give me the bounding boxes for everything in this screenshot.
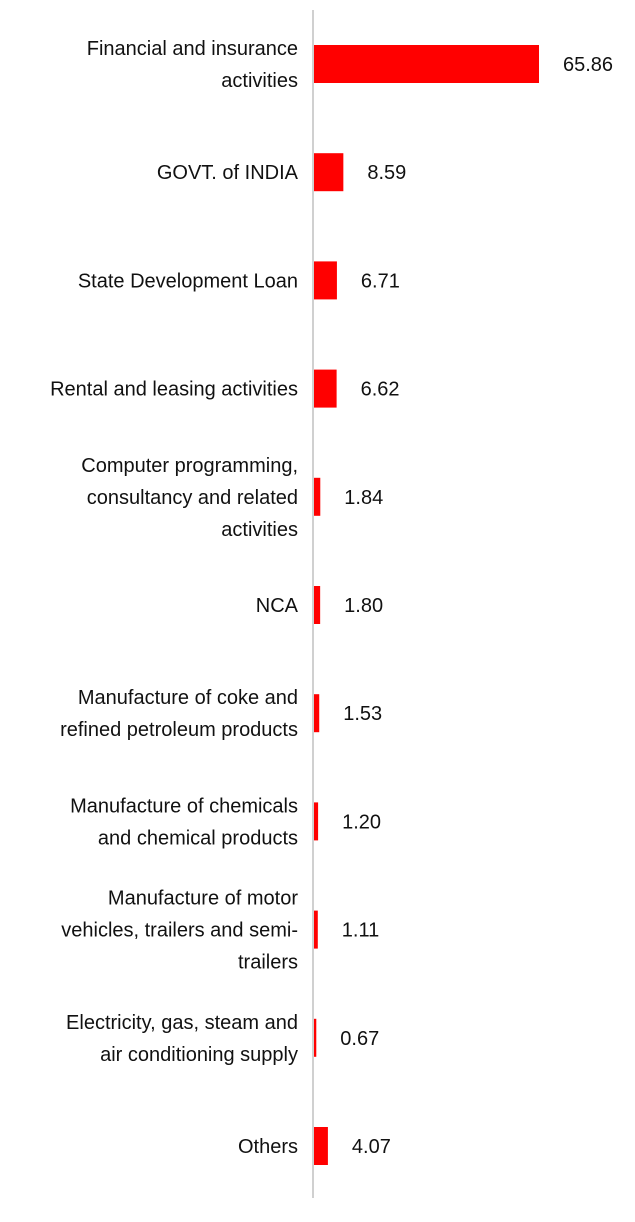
bar (314, 694, 320, 733)
bar (314, 802, 319, 841)
category-label: Rental and leasing activities (50, 379, 298, 401)
bar (314, 261, 337, 300)
category-label-line: trailers (238, 952, 298, 974)
category-label-line: refined petroleum products (60, 719, 298, 741)
value-label: 65.86 (563, 54, 613, 76)
category-label: Manufacture of coke and refined petroleum… (60, 687, 298, 741)
bar (314, 586, 321, 624)
bar (314, 1127, 328, 1165)
category-label: Manufacture of motor vehicles, trailers a… (61, 888, 298, 974)
value-label: 1.20 (342, 811, 381, 833)
value-labels-layer: 65.86 8.59 6.71 6.62 1.84 1.80 1.53 1.20 1.11 0.6… (340, 54, 613, 1158)
category-label: State Development Loan (78, 270, 298, 292)
bar (314, 45, 539, 83)
category-label: Manufacture of chemicals and chemical pro… (70, 795, 298, 849)
category-label-line: State Development Loan (78, 270, 298, 292)
category-label: NCA (256, 595, 299, 617)
category-label-line: Rental and leasing activities (50, 379, 298, 401)
value-label: 1.11 (342, 920, 379, 942)
value-label: 1.80 (344, 595, 383, 617)
category-label-line: and chemical products (98, 827, 298, 849)
category-label: Others (238, 1136, 298, 1158)
value-label: 4.07 (352, 1136, 391, 1158)
category-label-line: activities (221, 70, 298, 92)
bar (314, 910, 318, 949)
category-labels-layer: Financial and insurance activities GOVT. o… (50, 38, 299, 1158)
value-label: 0.67 (340, 1028, 379, 1050)
value-label: 6.71 (361, 270, 400, 292)
category-label-line: activities (221, 519, 298, 541)
category-label-line: Computer programming, (81, 455, 298, 477)
category-label-line: consultancy and related (87, 487, 298, 509)
value-label: 6.62 (361, 379, 400, 401)
bar (314, 1018, 317, 1057)
category-label-line: GOVT. of INDIA (157, 162, 299, 184)
bar (314, 369, 337, 408)
category-label-line: Manufacture of motor (108, 888, 298, 910)
category-label: Computer programming, consultancy and rel… (81, 455, 298, 541)
value-label: 1.84 (344, 487, 383, 509)
category-label-line: NCA (256, 595, 299, 617)
bar (314, 477, 321, 516)
category-label-line: air conditioning supply (100, 1044, 298, 1066)
category-label: Financial and insurance activities (87, 38, 298, 92)
category-label-line: Financial and insurance (87, 38, 298, 60)
bars-layer (314, 45, 539, 1165)
value-label: 1.53 (343, 703, 382, 725)
category-label-line: Others (238, 1136, 298, 1158)
category-label: Electricity, gas, steam and air condition… (66, 1012, 298, 1066)
value-label: 8.59 (367, 162, 406, 184)
category-label-line: Electricity, gas, steam and (66, 1012, 298, 1034)
bar (314, 153, 344, 192)
category-label: GOVT. of INDIA (157, 162, 299, 184)
category-label-line: Manufacture of chemicals (70, 795, 298, 817)
category-label-line: vehicles, trailers and semi- (61, 920, 298, 942)
category-label-line: Manufacture of coke and (78, 687, 298, 709)
